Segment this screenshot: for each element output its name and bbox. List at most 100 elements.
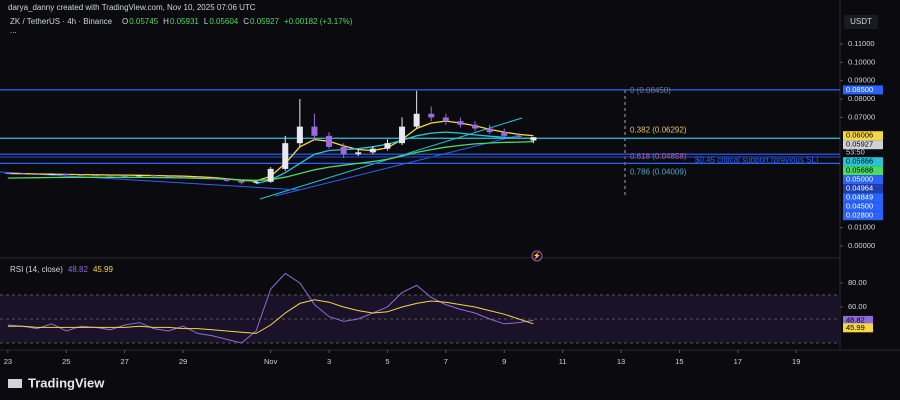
fib-label: 0.382 (0.06292) (630, 126, 687, 135)
x-tick-label: 29 (179, 357, 187, 366)
price-label-box (843, 202, 883, 212)
price-label: 0.04500 (846, 202, 873, 211)
brand-logo (8, 379, 22, 388)
ohlc-value: 0.05745 (129, 17, 158, 26)
ohlc-value: 0.05927 (250, 17, 279, 26)
rsi-line (7, 299, 534, 334)
brand: TradingView (8, 375, 105, 390)
price-label-box (843, 193, 883, 203)
price-label: 0.05688 (846, 166, 873, 175)
candle-body (340, 146, 347, 155)
price-label-box (843, 157, 883, 167)
candle-body (369, 148, 376, 153)
x-tick-label: 23 (4, 357, 12, 366)
rsi-value: 48.82 (68, 265, 89, 274)
candle-body (180, 176, 187, 178)
candle-body (48, 174, 55, 176)
candle-body (253, 181, 260, 183)
rsi-value: 45.99 (93, 265, 114, 274)
ohlc-value: 0.05604 (209, 17, 238, 26)
candle-body (209, 178, 216, 180)
fib-label: 0 (0.08450) (630, 86, 671, 95)
rsi-tick-label: 80.00 (848, 278, 867, 287)
trendline (274, 134, 521, 197)
candle-body (384, 143, 391, 149)
price-label: 0.05866 (846, 157, 873, 166)
menu: ... (10, 26, 17, 35)
price-label-box (843, 211, 883, 221)
y-tick-label: 0.11000 (848, 39, 875, 48)
x-tick-label: 9 (502, 357, 506, 366)
price-label-box (843, 131, 883, 141)
moving-average (255, 131, 534, 185)
candle-body (63, 174, 70, 176)
candle-body (4, 172, 11, 174)
candle-body (530, 137, 537, 141)
candle-body (355, 152, 362, 155)
x-tick-label: 11 (559, 357, 567, 366)
candle-body (428, 113, 435, 118)
candle-body (92, 175, 99, 177)
alert-icon[interactable] (531, 250, 543, 262)
price-label: 0.05927 (846, 140, 873, 149)
candle-body (457, 121, 464, 125)
ohlc-value: 0.05931 (170, 17, 199, 26)
candle-body (326, 135, 333, 147)
price-label-box (843, 140, 883, 150)
candle-body (34, 174, 41, 176)
candle-body (238, 180, 245, 183)
annotation: $0.45 critical support (previous SL) (695, 156, 819, 165)
y-tick-label: 0.10000 (848, 57, 875, 66)
y-tick-label: 0.07000 (848, 112, 875, 121)
x-tick-label: 19 (792, 357, 800, 366)
candle-body (223, 178, 230, 181)
price-label: 0.05000 (846, 175, 873, 184)
brand-name: TradingView (28, 375, 105, 390)
ohlc-prefix: H (163, 17, 169, 26)
candle-body (296, 126, 303, 144)
x-tick-label: 3 (327, 357, 331, 366)
candle-body (77, 174, 84, 176)
candle-body (194, 177, 201, 179)
rsi-value-label: 48.82 (846, 315, 865, 324)
price-label: 0.02800 (846, 211, 873, 220)
candle-body (442, 117, 449, 122)
ohlc-change: +0.00182 (+3.17%) (284, 17, 353, 26)
y-tick-label: 0.01000 (848, 223, 875, 232)
alert-icon-glyph[interactable]: ⚡ (533, 251, 542, 260)
candle-body (472, 124, 479, 129)
y-tick-label: 0.08000 (848, 94, 875, 103)
price-label: 0.04849 (846, 193, 873, 202)
candle-body (515, 135, 522, 137)
price-label-box (843, 184, 883, 194)
candle-body (107, 175, 114, 177)
price-label: 0.06006 (846, 131, 873, 140)
x-tick-label: 5 (385, 357, 389, 366)
symbol-title: ZK / TetherUS · 4h · Binance (10, 17, 113, 26)
price-label-box (843, 175, 883, 185)
fib-label: 0.618 (0.04858) (630, 152, 687, 161)
ohlc-prefix: O (122, 17, 128, 26)
fib-label: 0.786 (0.04009) (630, 168, 687, 177)
price-label: 0.04964 (846, 184, 873, 193)
currency[interactable]: USDT (850, 17, 872, 26)
ohlc-prefix: C (243, 17, 249, 26)
candle-body (267, 168, 274, 182)
candle-body (311, 126, 318, 136)
price-label-box (843, 166, 883, 176)
x-tick-label: 17 (734, 357, 742, 366)
countdown: 53:50 (846, 148, 865, 157)
candle-body (486, 128, 493, 133)
currency-box[interactable] (844, 15, 878, 29)
candle-body (121, 175, 128, 177)
rsi-value-box (843, 315, 873, 325)
rsi-tick-label: 60.00 (848, 302, 867, 311)
x-tick-label: 15 (675, 357, 683, 366)
x-tick-label: 27 (120, 357, 128, 366)
y-tick-label: 0.00000 (848, 241, 875, 250)
candle-body (136, 175, 143, 177)
x-tick-label: 25 (62, 357, 70, 366)
x-tick-label: Nov (264, 357, 278, 366)
